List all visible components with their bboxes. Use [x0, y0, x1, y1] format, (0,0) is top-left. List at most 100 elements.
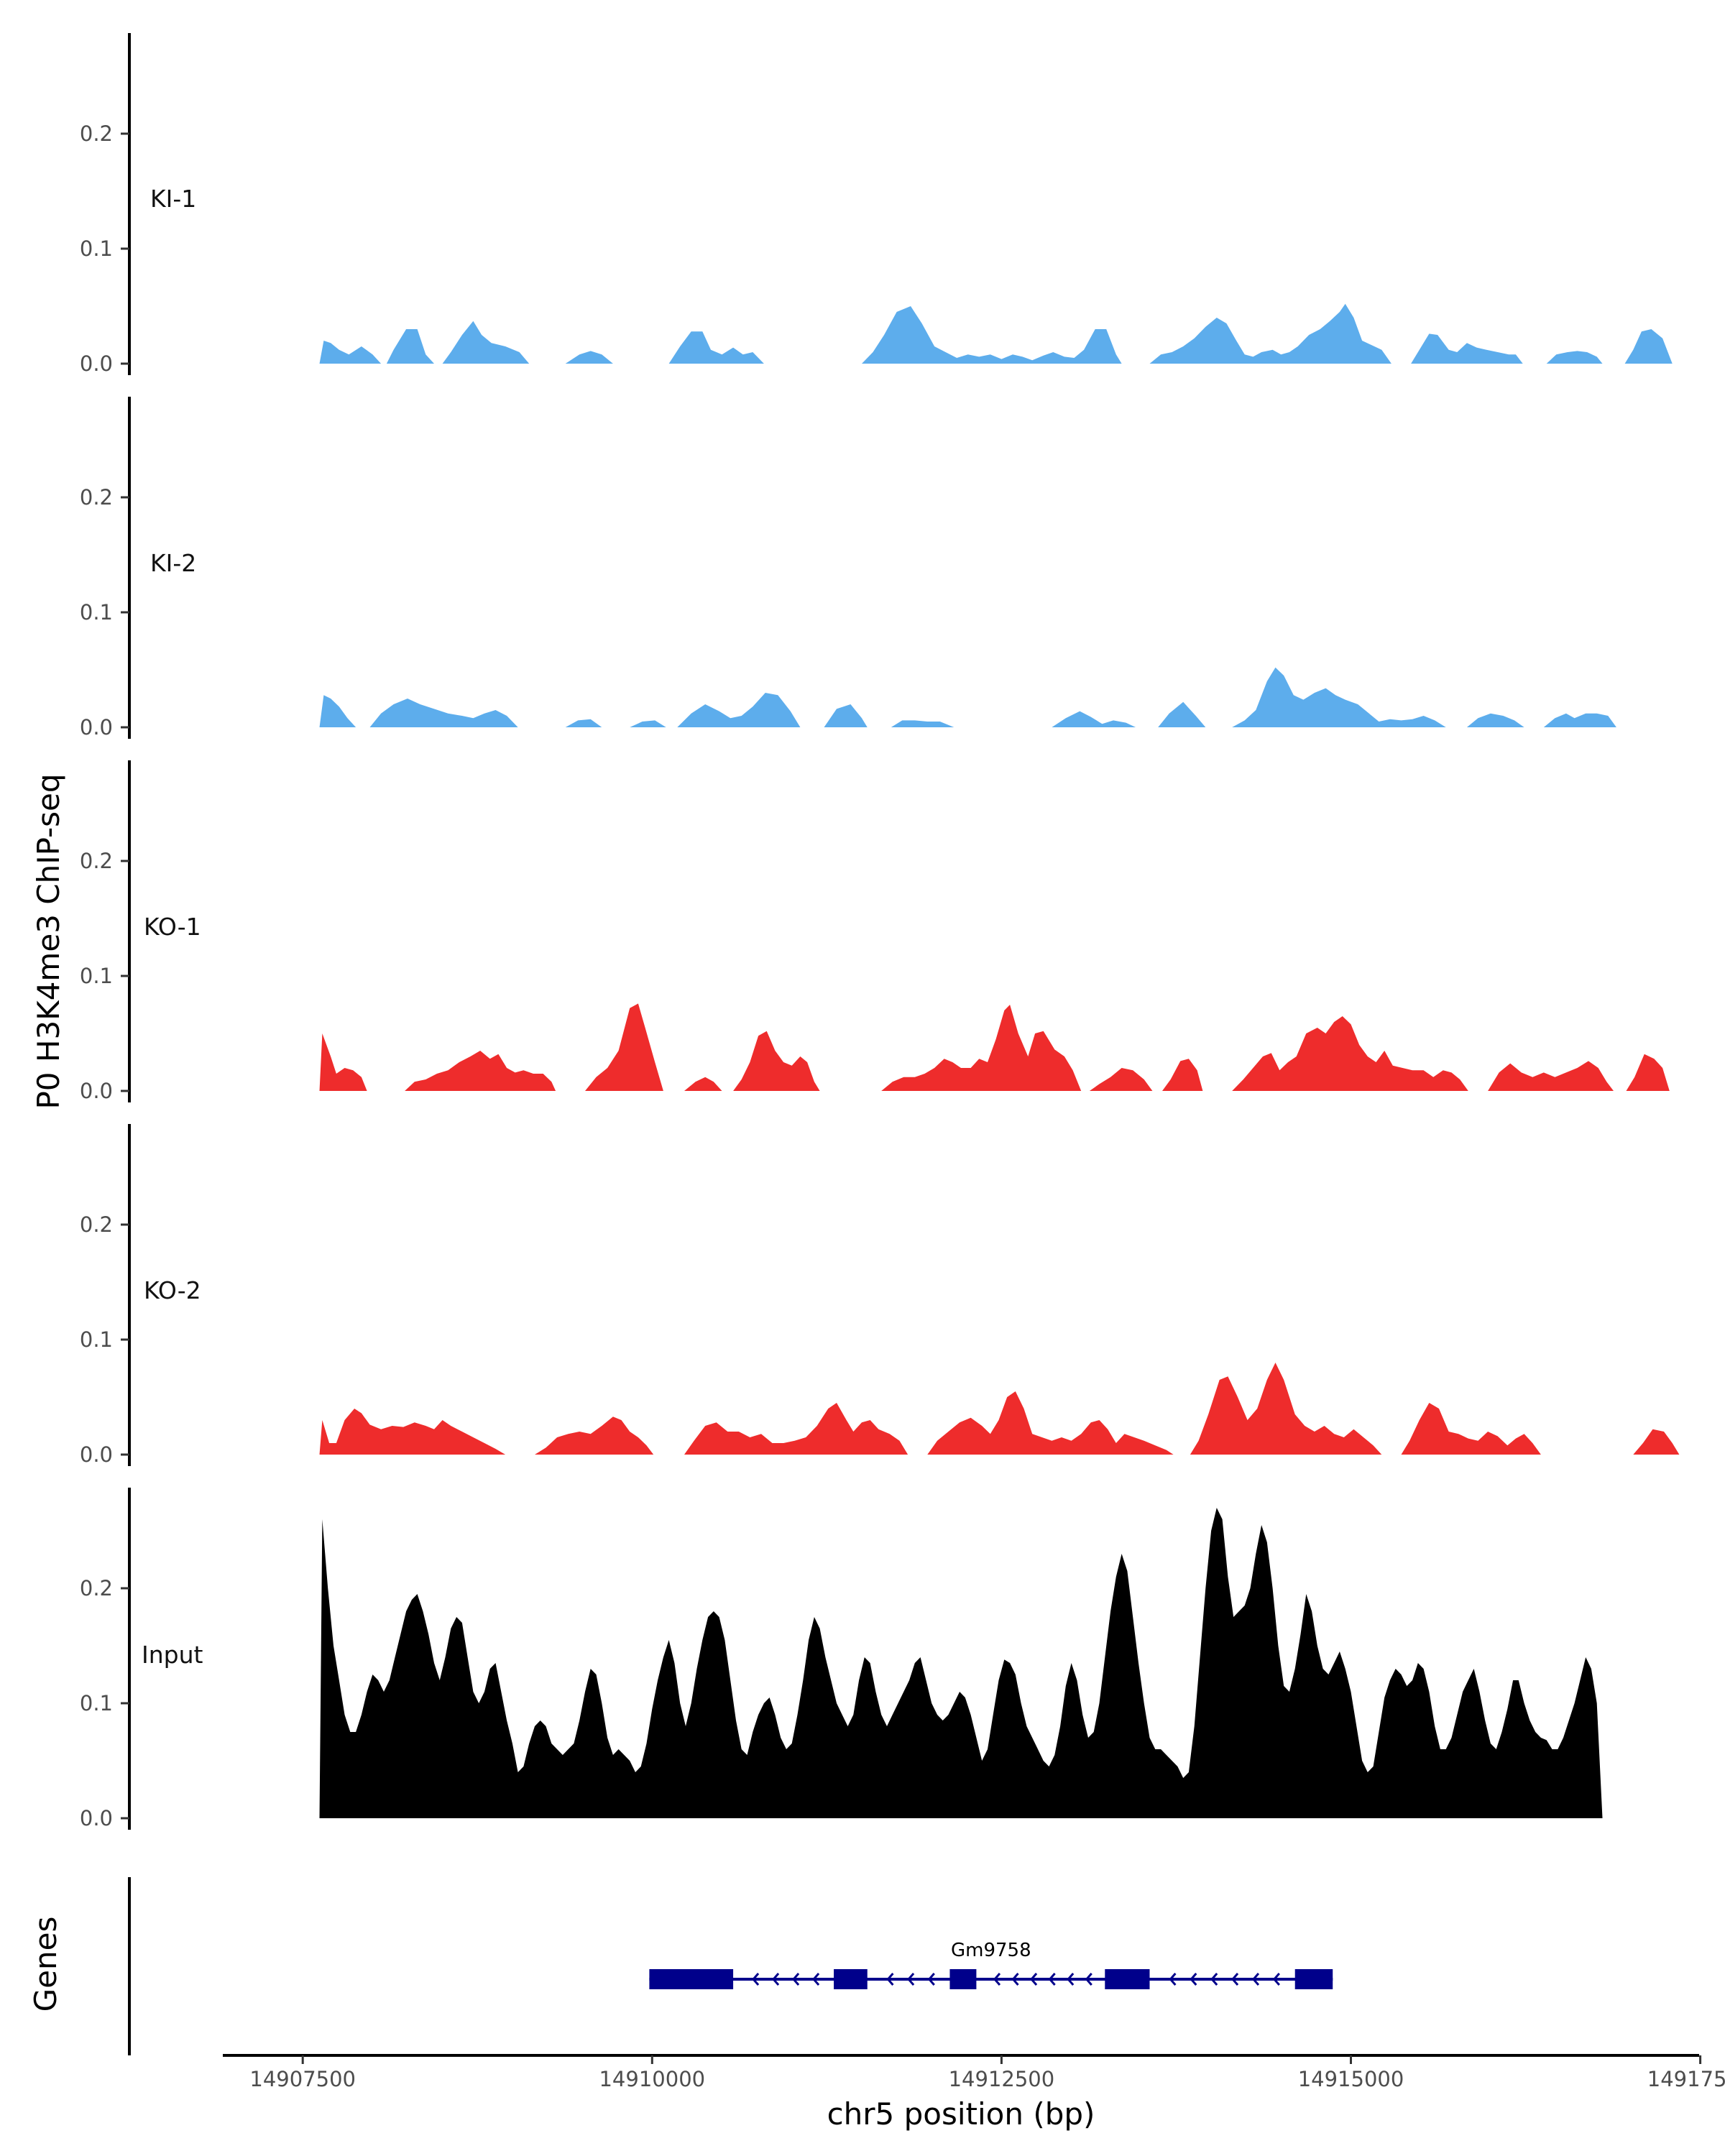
coverage-area-ki-1-0	[319, 321, 530, 364]
y-tick-label-ki-2-1: 0.1	[80, 600, 113, 625]
x-axis-title: chr5 position (bp)	[827, 2096, 1095, 2132]
coverage-area-ko-2-0	[319, 1409, 506, 1455]
coverage-area-ki-1-2	[668, 331, 764, 364]
strand-chevron-3-6	[1272, 1973, 1280, 1986]
strand-chevron-2-4	[1048, 1973, 1056, 1986]
coverage-area-ko-2-4	[1190, 1363, 1382, 1455]
coverage-area-ki-2-8	[1158, 701, 1206, 727]
x-tick-label-0: 14907500	[249, 2067, 356, 2091]
track-ki-2: 0.0 0.1 0.2 KI-2	[80, 397, 1616, 740]
y-axis-title: P0 H3K4me3 ChIP-seq	[31, 773, 66, 1109]
track-ko-1: 0.0 0.1 0.2 KO-1	[80, 760, 1670, 1103]
coverage-area-ko-1-3	[684, 1077, 722, 1091]
y-tick-label-ko-1-0: 0.0	[80, 1079, 113, 1103]
track-label-input: Input	[142, 1641, 203, 1669]
x-tick-label-1: 14910000	[599, 2067, 705, 2091]
coverage-area-ki-1-6	[1546, 351, 1603, 364]
coverage-area-ko-2-3	[927, 1391, 1174, 1455]
track-label-ki-2: KI-2	[150, 549, 196, 577]
coverage-area-ki-2-6	[891, 720, 954, 727]
track-ko-2: 0.0 0.1 0.2 KO-2	[80, 1124, 1680, 1467]
genes-axis-title: Genes	[28, 1917, 63, 2012]
exon-1	[834, 1969, 868, 1989]
coverage-area-ko-2-1	[535, 1416, 654, 1455]
y-tick-label-ki-1-0: 0.0	[80, 351, 113, 376]
exon-4	[1294, 1969, 1333, 1989]
y-tick-label-input-1: 0.1	[80, 1691, 113, 1715]
coverage-area-ki-1-5	[1411, 333, 1523, 364]
coverage-area-ko-2-2	[684, 1403, 908, 1455]
strand-chevron-0-4	[812, 1973, 820, 1986]
track-ki-1: 0.0 0.1 0.2 KI-1	[80, 33, 1673, 376]
y-tick-label-ki-1-1: 0.1	[80, 236, 113, 261]
coverage-area-ko-1-0	[319, 1033, 367, 1091]
coverage-area-ki-1-1	[565, 351, 613, 364]
coverage-area-ki-1-4	[1149, 303, 1392, 364]
coverage-area-ki-2-0	[319, 695, 356, 727]
coverage-area-ki-2-9	[1232, 667, 1446, 727]
exon-0	[649, 1969, 734, 1989]
track-label-ko-1: KO-1	[144, 913, 201, 941]
strand-chevron-3-3	[1210, 1973, 1218, 1986]
coverage-area-ki-1-3	[862, 306, 1122, 364]
strand-chevron-2-2	[1011, 1973, 1019, 1986]
strand-chevron-1-3	[927, 1973, 935, 1986]
strand-chevron-1-2	[907, 1973, 915, 1986]
y-tick-label-ko-2-2: 0.2	[80, 1212, 113, 1237]
coverage-area-ko-1-7	[1162, 1059, 1203, 1091]
y-tick-label-ko-1-1: 0.1	[80, 964, 113, 988]
strand-chevron-0-2	[772, 1973, 780, 1986]
coverage-area-ko-1-8	[1232, 1016, 1468, 1091]
strand-chevron-0-1	[752, 1973, 760, 1986]
coverage-area-ki-2-2	[565, 719, 602, 727]
coverage-area-ko-1-2	[585, 1003, 663, 1091]
y-tick-label-ko-1-2: 0.2	[80, 849, 113, 873]
strand-chevron-3-1	[1169, 1973, 1177, 1986]
strand-chevron-0-3	[792, 1973, 800, 1986]
y-tick-label-ko-2-1: 0.1	[80, 1327, 113, 1352]
y-tick-label-input-0: 0.0	[80, 1806, 113, 1830]
coverage-area-ki-2-4	[677, 693, 801, 727]
gene-model-gm9758: Gm9758	[649, 1940, 1333, 1989]
x-ticks: 14907500 14910000 14912500 14915000 14917500	[249, 2055, 1725, 2091]
strand-chevron-2-1	[993, 1973, 1001, 1986]
coverage-area-ko-2-5	[1401, 1403, 1541, 1455]
coverage-area-ki-2-3	[630, 720, 666, 727]
coverage-area-ko-1-9	[1488, 1061, 1614, 1091]
coverage-area-ko-1-10	[1626, 1054, 1670, 1091]
coverage-area-ki-2-5	[824, 704, 868, 727]
coverage-area-ko-1-5	[881, 1005, 1082, 1091]
y-tick-label-ko-2-0: 0.0	[80, 1442, 113, 1467]
track-input: 0.0 0.1 0.2 Input	[80, 1488, 1603, 1830]
x-tick-label-2: 14912500	[949, 2067, 1055, 2091]
coverage-area-ko-1-4	[733, 1031, 820, 1091]
strand-chevron-2-3	[1030, 1973, 1038, 1986]
y-tick-label-input-2: 0.2	[80, 1576, 113, 1600]
coverage-area-ki-2-7	[1052, 711, 1136, 727]
track-label-ki-1: KI-1	[150, 185, 196, 213]
y-tick-label-ki-2-0: 0.0	[80, 715, 113, 740]
genes-panel: Genes Gm9758	[28, 1877, 1333, 2055]
gene-name-label: Gm9758	[951, 1940, 1031, 1961]
exon-3	[1105, 1969, 1150, 1989]
coverage-area-ko-1-6	[1089, 1068, 1153, 1091]
coverage-area-ki-2-1	[369, 699, 518, 727]
strand-chevron-2-6	[1085, 1973, 1092, 1986]
strand-chevron-1-1	[886, 1973, 894, 1986]
coverage-area-ki-2-10	[1466, 713, 1524, 727]
coverage-area-ko-2-6	[1633, 1429, 1680, 1455]
y-tick-label-ki-2-2: 0.2	[80, 485, 113, 510]
y-tick-label-ki-1-2: 0.2	[80, 121, 113, 146]
coverage-area-ki-2-11	[1543, 713, 1616, 727]
strand-chevron-2-5	[1067, 1973, 1075, 1986]
coverage-area-input-0	[319, 1508, 1603, 1818]
coverage-area-ki-1-7	[1624, 329, 1673, 364]
exon-2	[949, 1969, 977, 1989]
strand-chevron-3-4	[1231, 1973, 1239, 1986]
coverage-tracks: 0.00.10.2KI-10.00.10.2KI-20.00.10.2KO-10…	[80, 33, 1680, 1830]
track-label-ko-2: KO-2	[144, 1276, 201, 1304]
strand-chevron-3-5	[1251, 1973, 1260, 1986]
coverage-area-ko-1-1	[405, 1051, 556, 1091]
x-tick-label-3: 14915000	[1298, 2067, 1404, 2091]
